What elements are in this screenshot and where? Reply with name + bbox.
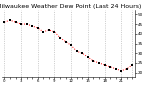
Point xyxy=(25,23,28,25)
Point xyxy=(14,21,17,23)
Point xyxy=(120,70,123,71)
Point xyxy=(53,31,56,33)
Point xyxy=(48,29,50,31)
Point xyxy=(76,51,78,52)
Point xyxy=(31,25,33,27)
Point xyxy=(131,64,134,66)
Point xyxy=(59,37,61,38)
Point xyxy=(64,41,67,42)
Point xyxy=(36,27,39,29)
Point xyxy=(20,23,22,25)
Point xyxy=(126,68,128,70)
Point xyxy=(114,68,117,70)
Point xyxy=(103,64,106,66)
Point xyxy=(42,31,45,33)
Point xyxy=(70,45,72,46)
Point xyxy=(3,21,6,23)
Point xyxy=(92,60,95,62)
Point xyxy=(87,56,89,58)
Point xyxy=(81,53,84,54)
Title: Milwaukee Weather Dew Point (Last 24 Hours): Milwaukee Weather Dew Point (Last 24 Hou… xyxy=(0,4,141,9)
Point xyxy=(109,66,111,68)
Point xyxy=(98,62,100,64)
Point xyxy=(9,19,11,21)
